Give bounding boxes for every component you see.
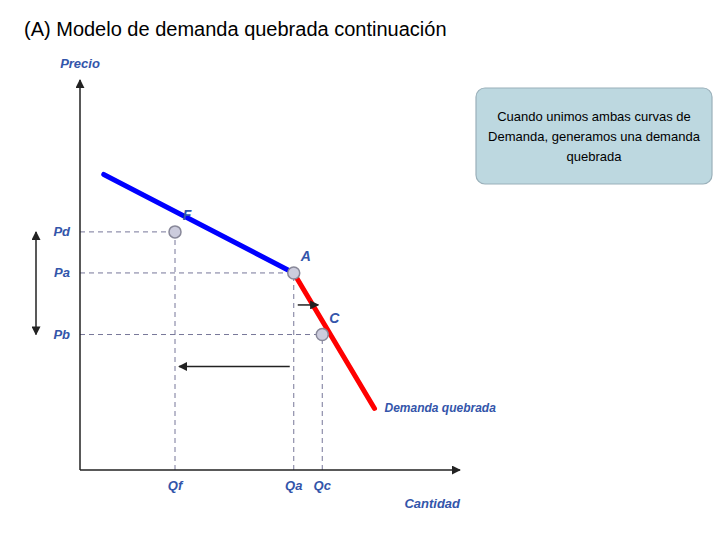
quantity-label: Qf	[168, 478, 184, 493]
point	[288, 267, 300, 279]
annotation-box	[476, 88, 712, 184]
y-axis-label: Precio	[60, 56, 100, 71]
quantity-label: Qa	[285, 478, 302, 493]
point	[316, 329, 328, 341]
series	[104, 174, 375, 408]
price-label: Pa	[54, 265, 70, 280]
curve-label: Demanda quebrada	[385, 401, 497, 415]
chart: (A) Modelo de demanda quebrada continuac…	[0, 0, 720, 540]
point-label: C	[329, 310, 340, 326]
x-axis	[80, 469, 460, 471]
demand-line	[104, 174, 294, 273]
points	[169, 226, 328, 341]
quantity-guide	[322, 335, 323, 470]
quantity-arrow	[298, 304, 319, 306]
quantity-label: Qc	[314, 478, 332, 493]
demand-line	[294, 273, 375, 408]
price-guide	[80, 334, 322, 335]
point-label: A	[300, 248, 311, 264]
y-axis	[79, 80, 81, 470]
price-guide	[80, 231, 175, 232]
price-guide	[80, 272, 294, 273]
quantity-guide	[175, 232, 176, 470]
quantity-arrow	[179, 366, 290, 368]
x-axis-label: Cantidad	[404, 496, 461, 511]
quantity-guide	[293, 273, 294, 470]
point	[169, 226, 181, 238]
point-label: F	[183, 207, 192, 223]
title: (A) Modelo de demanda quebrada continuac…	[24, 18, 447, 40]
annotation-text: Cuando unimos ambas curvas deDemanda, ge…	[488, 109, 701, 164]
price-range-arrow	[35, 232, 37, 335]
price-label: Pb	[53, 327, 70, 342]
price-label: Pd	[53, 224, 71, 239]
